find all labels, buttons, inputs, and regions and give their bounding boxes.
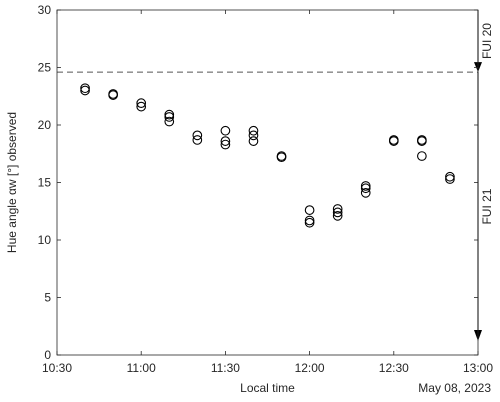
data-point [248, 125, 259, 136]
y-tick-label: 5 [44, 291, 51, 305]
x-tick-label: 10:30 [42, 361, 72, 375]
data-point [332, 211, 343, 221]
data-point [220, 139, 231, 150]
data-point [360, 181, 371, 191]
y-tick-label: 30 [38, 3, 52, 17]
data-point [332, 207, 343, 218]
axis-text: Hue angle αw [°] observed Local time May… [5, 112, 491, 395]
data-point [360, 183, 371, 194]
fui-21-label: FUI 21 [480, 188, 494, 224]
data-point [417, 151, 427, 161]
axes: 0 5 10 15 20 25 30 10:30 11:00 11:30 12:00 12:30 13:… [38, 3, 494, 375]
fui-annotation: FUI 20 FUI 21 [474, 10, 494, 341]
data-point [164, 109, 175, 120]
data-points [80, 83, 455, 228]
data-point [248, 130, 259, 141]
y-tick-label: 20 [38, 118, 52, 132]
y-axis-label: Hue angle αw [°] observed [5, 112, 19, 253]
date-label: May 08, 2023 [418, 381, 491, 395]
data-point [304, 205, 315, 215]
data-point [108, 90, 118, 100]
y-tick-label: 10 [38, 233, 52, 247]
data-point [276, 152, 287, 163]
fui-20-label: FUI 20 [480, 23, 494, 59]
y-tick-label: 25 [38, 61, 52, 75]
data-point [220, 125, 231, 136]
x-axis-label: Local time [240, 381, 295, 395]
plot-frame [56, 9, 479, 356]
x-tick-label: 13:00 [463, 361, 493, 375]
data-point [136, 98, 147, 108]
y-tick-label: 0 [44, 348, 51, 362]
data-point [192, 135, 203, 145]
x-tick-label: 11:30 [211, 361, 240, 375]
data-point [220, 136, 231, 146]
data-point [164, 112, 175, 122]
data-point [80, 85, 90, 96]
data-point [248, 136, 259, 146]
y-tick-label: 15 [38, 176, 52, 190]
data-point [360, 188, 371, 198]
data-point [388, 136, 399, 146]
data-point [445, 174, 455, 184]
data-point [445, 171, 455, 182]
x-tick-label: 12:30 [379, 361, 409, 375]
data-point [164, 116, 175, 127]
data-point [332, 204, 343, 214]
x-tick-label: 12:00 [295, 361, 325, 375]
data-point [304, 215, 315, 226]
data-point [192, 130, 203, 141]
data-point [304, 217, 315, 228]
data-point [136, 101, 147, 112]
data-point [417, 136, 427, 146]
x-tick-label: 11:00 [127, 361, 156, 375]
data-point [80, 83, 90, 94]
